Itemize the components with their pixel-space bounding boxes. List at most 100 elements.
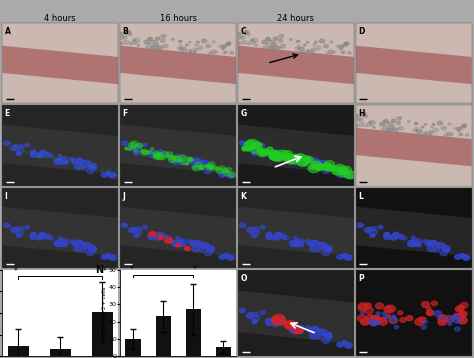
Circle shape [389,128,393,131]
Circle shape [275,150,281,154]
Circle shape [305,158,312,163]
Text: *: * [103,267,107,276]
Circle shape [281,44,286,48]
Circle shape [270,152,281,159]
Circle shape [206,246,214,251]
Circle shape [326,52,329,54]
Circle shape [397,117,401,120]
Circle shape [55,157,56,158]
Circle shape [394,325,399,329]
Circle shape [322,338,329,343]
Circle shape [114,174,116,175]
Circle shape [316,165,322,170]
Circle shape [369,319,376,325]
Circle shape [181,47,186,51]
Circle shape [272,321,279,326]
Circle shape [275,151,281,155]
Polygon shape [238,207,354,256]
Circle shape [246,313,254,318]
Circle shape [17,227,23,231]
Circle shape [308,328,314,333]
Circle shape [296,325,304,331]
Circle shape [296,159,301,163]
Circle shape [383,120,388,123]
Circle shape [428,240,437,246]
Circle shape [383,315,388,319]
Circle shape [389,122,393,125]
Circle shape [264,150,271,155]
Circle shape [243,31,248,35]
Circle shape [323,165,332,171]
Circle shape [161,35,166,38]
Circle shape [253,144,259,149]
Circle shape [283,236,289,240]
Circle shape [290,326,299,333]
Circle shape [358,304,367,311]
Circle shape [153,151,159,156]
Circle shape [121,141,128,145]
Circle shape [223,45,226,48]
Circle shape [447,322,452,325]
Circle shape [339,45,344,48]
Circle shape [66,161,68,163]
Circle shape [342,171,346,174]
Circle shape [389,317,398,324]
Circle shape [157,150,164,154]
Circle shape [277,150,288,158]
Circle shape [298,329,304,333]
Circle shape [451,133,454,135]
Circle shape [322,251,329,256]
Circle shape [253,227,259,231]
Circle shape [423,240,428,243]
Circle shape [345,255,352,260]
Circle shape [21,145,22,146]
Circle shape [58,154,62,157]
Circle shape [26,153,27,154]
Circle shape [101,173,108,177]
Bar [186,310,201,356]
Circle shape [370,227,377,231]
Circle shape [463,255,470,260]
Circle shape [276,154,286,161]
Circle shape [461,125,465,128]
Circle shape [365,307,374,314]
Circle shape [461,303,468,308]
Circle shape [179,40,182,43]
Circle shape [176,244,181,247]
Circle shape [378,226,383,229]
Circle shape [225,168,232,172]
Circle shape [339,48,342,50]
Text: N: N [95,265,103,275]
Circle shape [459,312,464,316]
Circle shape [308,160,314,164]
Circle shape [133,229,142,235]
Circle shape [434,311,442,316]
Circle shape [376,312,381,315]
Circle shape [345,173,352,178]
Circle shape [242,146,246,150]
Circle shape [372,315,380,321]
Title: 16 hours: 16 hours [160,14,197,23]
Circle shape [172,158,181,164]
Circle shape [319,329,327,335]
Circle shape [383,306,392,313]
Circle shape [70,158,71,159]
Circle shape [319,160,327,166]
Circle shape [272,153,284,161]
Circle shape [192,166,196,169]
Circle shape [149,38,152,40]
Circle shape [275,318,281,322]
Circle shape [223,171,230,176]
Circle shape [325,164,333,170]
Circle shape [119,42,123,45]
Circle shape [324,332,332,338]
Circle shape [344,43,348,46]
Circle shape [101,170,103,171]
Circle shape [184,246,190,251]
Circle shape [150,147,154,150]
Circle shape [91,165,92,166]
Circle shape [324,161,335,168]
Circle shape [246,140,258,148]
Circle shape [62,160,68,164]
Circle shape [156,154,164,160]
